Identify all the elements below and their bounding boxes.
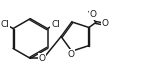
Text: O: O (102, 19, 109, 28)
Text: O: O (89, 10, 96, 19)
Text: Cl: Cl (51, 20, 60, 29)
Text: O: O (38, 54, 45, 63)
Text: O: O (68, 50, 75, 59)
Text: Cl: Cl (0, 20, 9, 29)
